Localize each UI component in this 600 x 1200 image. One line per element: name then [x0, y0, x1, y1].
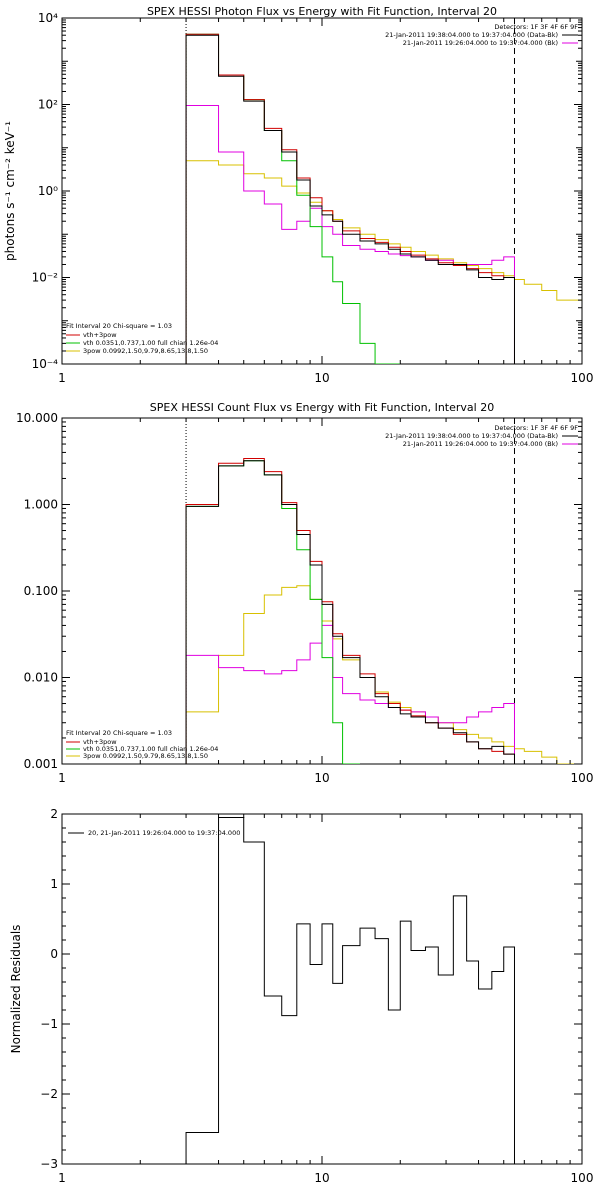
y-tick-label: 10⁰	[38, 184, 58, 198]
y-tick-label: 10⁻⁴	[32, 357, 59, 371]
y-tick-label: 0.100	[24, 584, 58, 598]
series-vth	[185, 33, 401, 364]
y-tick-label: −1	[40, 1017, 58, 1031]
axes: 1 10 100 0.001 0.010 0.100 1.000 10.000	[16, 411, 593, 785]
series-data-bk	[185, 34, 515, 364]
series-3pow	[185, 585, 582, 764]
y-tick-label: −2	[40, 1087, 58, 1101]
plot-frame	[61, 17, 583, 365]
plot-area	[185, 418, 582, 764]
y-tick-label: 1	[50, 877, 58, 891]
y-tick-label: 10⁻²	[32, 271, 59, 285]
legend-left: Fit Interval 20 Chi-square = 1.03 vth+3p…	[66, 322, 218, 355]
photon-flux-panel: SPEX HESSI Photon Flux vs Energy with Fi…	[3, 5, 593, 385]
y-tick-label: 10.000	[16, 411, 58, 425]
x-tick-label: 10	[314, 1171, 329, 1185]
y-axis-label: photons s⁻¹ cm⁻² keV⁻¹	[3, 121, 17, 261]
legend-entry-3pow: 3pow 0.0992,1.50,9.79,8.65,13.8,1.50	[83, 347, 208, 355]
detectors-label: Detectors: 1F 3F 4F 6F 9F	[494, 23, 578, 31]
legend-fit-info: Fit Interval 20 Chi-square = 1.03	[66, 322, 172, 330]
series-3pow	[185, 160, 582, 364]
residuals-panel: 1 10 100 −3 −2 −1 0 1 2 Normalized Residuals 20,…	[9, 807, 593, 1185]
y-tick-label: 1.000	[24, 498, 58, 512]
axes: 1 10 100 −3 −2 −1 0 1 2	[40, 807, 593, 1185]
y-tick-label: 10²	[38, 98, 58, 112]
legend-entry-total: vth+3pow	[83, 331, 117, 339]
legend-entry-vth: vth 0.0351,0.737,1.00 full chian 1.26e-0…	[83, 339, 218, 347]
x-tick-label: 1	[58, 771, 66, 785]
legend-entry-bk: 21-Jan-2011 19:26:04.000 to 19:37:04.000…	[403, 39, 558, 47]
legend-entry-bk: 21-Jan-2011 19:26:04.000 to 19:37:04.000…	[403, 440, 558, 448]
plot-area	[185, 817, 515, 1164]
x-tick-label: 1	[58, 371, 66, 385]
y-axis-label: Normalized Residuals	[9, 925, 23, 1054]
y-tick-label: 10⁴	[38, 11, 58, 25]
x-tick-label: 10	[314, 771, 329, 785]
series-vth-3pow	[185, 33, 515, 364]
series-bk	[185, 624, 515, 764]
y-tick-label: 0	[50, 947, 58, 961]
legend-fit-info: Fit Interval 20 Chi-square = 1.03	[66, 729, 172, 737]
plot-frame	[61, 813, 583, 1165]
legend-entry-total: vth+3pow	[83, 738, 117, 746]
legend-entry: 20, 21-Jan-2011 19:26:04.000 to 19:37:04…	[88, 829, 240, 837]
plot-area	[185, 18, 582, 364]
x-tick-label: 100	[571, 771, 594, 785]
legend-entry-data-bk: 21-Jan-2011 19:38:04.000 to 19:37:04.000…	[385, 432, 558, 440]
legend-left: Fit Interval 20 Chi-square = 1.03 vth+3p…	[66, 729, 218, 760]
detectors-label: Detectors: 1F 3F 4F 6F 9F	[494, 424, 578, 432]
legend-entry-data-bk: 21-Jan-2011 19:38:04.000 to 19:37:04.000…	[385, 31, 558, 39]
axes: 1 10 100 10⁻⁴ 10⁻² 10⁰ 10² 10⁴	[32, 11, 594, 385]
y-tick-label: 0.010	[24, 671, 58, 685]
y-tick-label: 2	[50, 807, 58, 821]
series-vth-3pow	[185, 458, 515, 764]
x-tick-label: 1	[58, 1171, 66, 1185]
count-flux-panel: SPEX HESSI Count Flux vs Energy with Fit…	[16, 401, 593, 785]
series-data-bk	[185, 460, 515, 764]
x-tick-label: 100	[571, 371, 594, 385]
y-tick-label: 0.001	[24, 757, 58, 771]
legend-right: 21-Jan-2011 19:38:04.000 to 19:37:04.000…	[385, 432, 578, 448]
x-tick-label: 100	[571, 1171, 594, 1185]
series-20-21-jan-2011-19-26-04-000-to-19-37-04-000	[185, 817, 515, 1164]
y-tick-label: −3	[40, 1157, 58, 1171]
x-tick-label: 10	[314, 371, 329, 385]
chart-title: SPEX HESSI Count Flux vs Energy with Fit…	[150, 401, 494, 414]
legend-entry-3pow: 3pow 0.0992,1.50,9.79,8.65,13.8,1.50	[83, 752, 208, 760]
legend-right: 21-Jan-2011 19:38:04.000 to 19:37:04.000…	[385, 31, 578, 47]
legend-entry-vth: vth 0.0351,0.737,1.00 full chian 1.26e-0…	[83, 745, 218, 753]
chart-title: SPEX HESSI Photon Flux vs Energy with Fi…	[147, 5, 497, 18]
